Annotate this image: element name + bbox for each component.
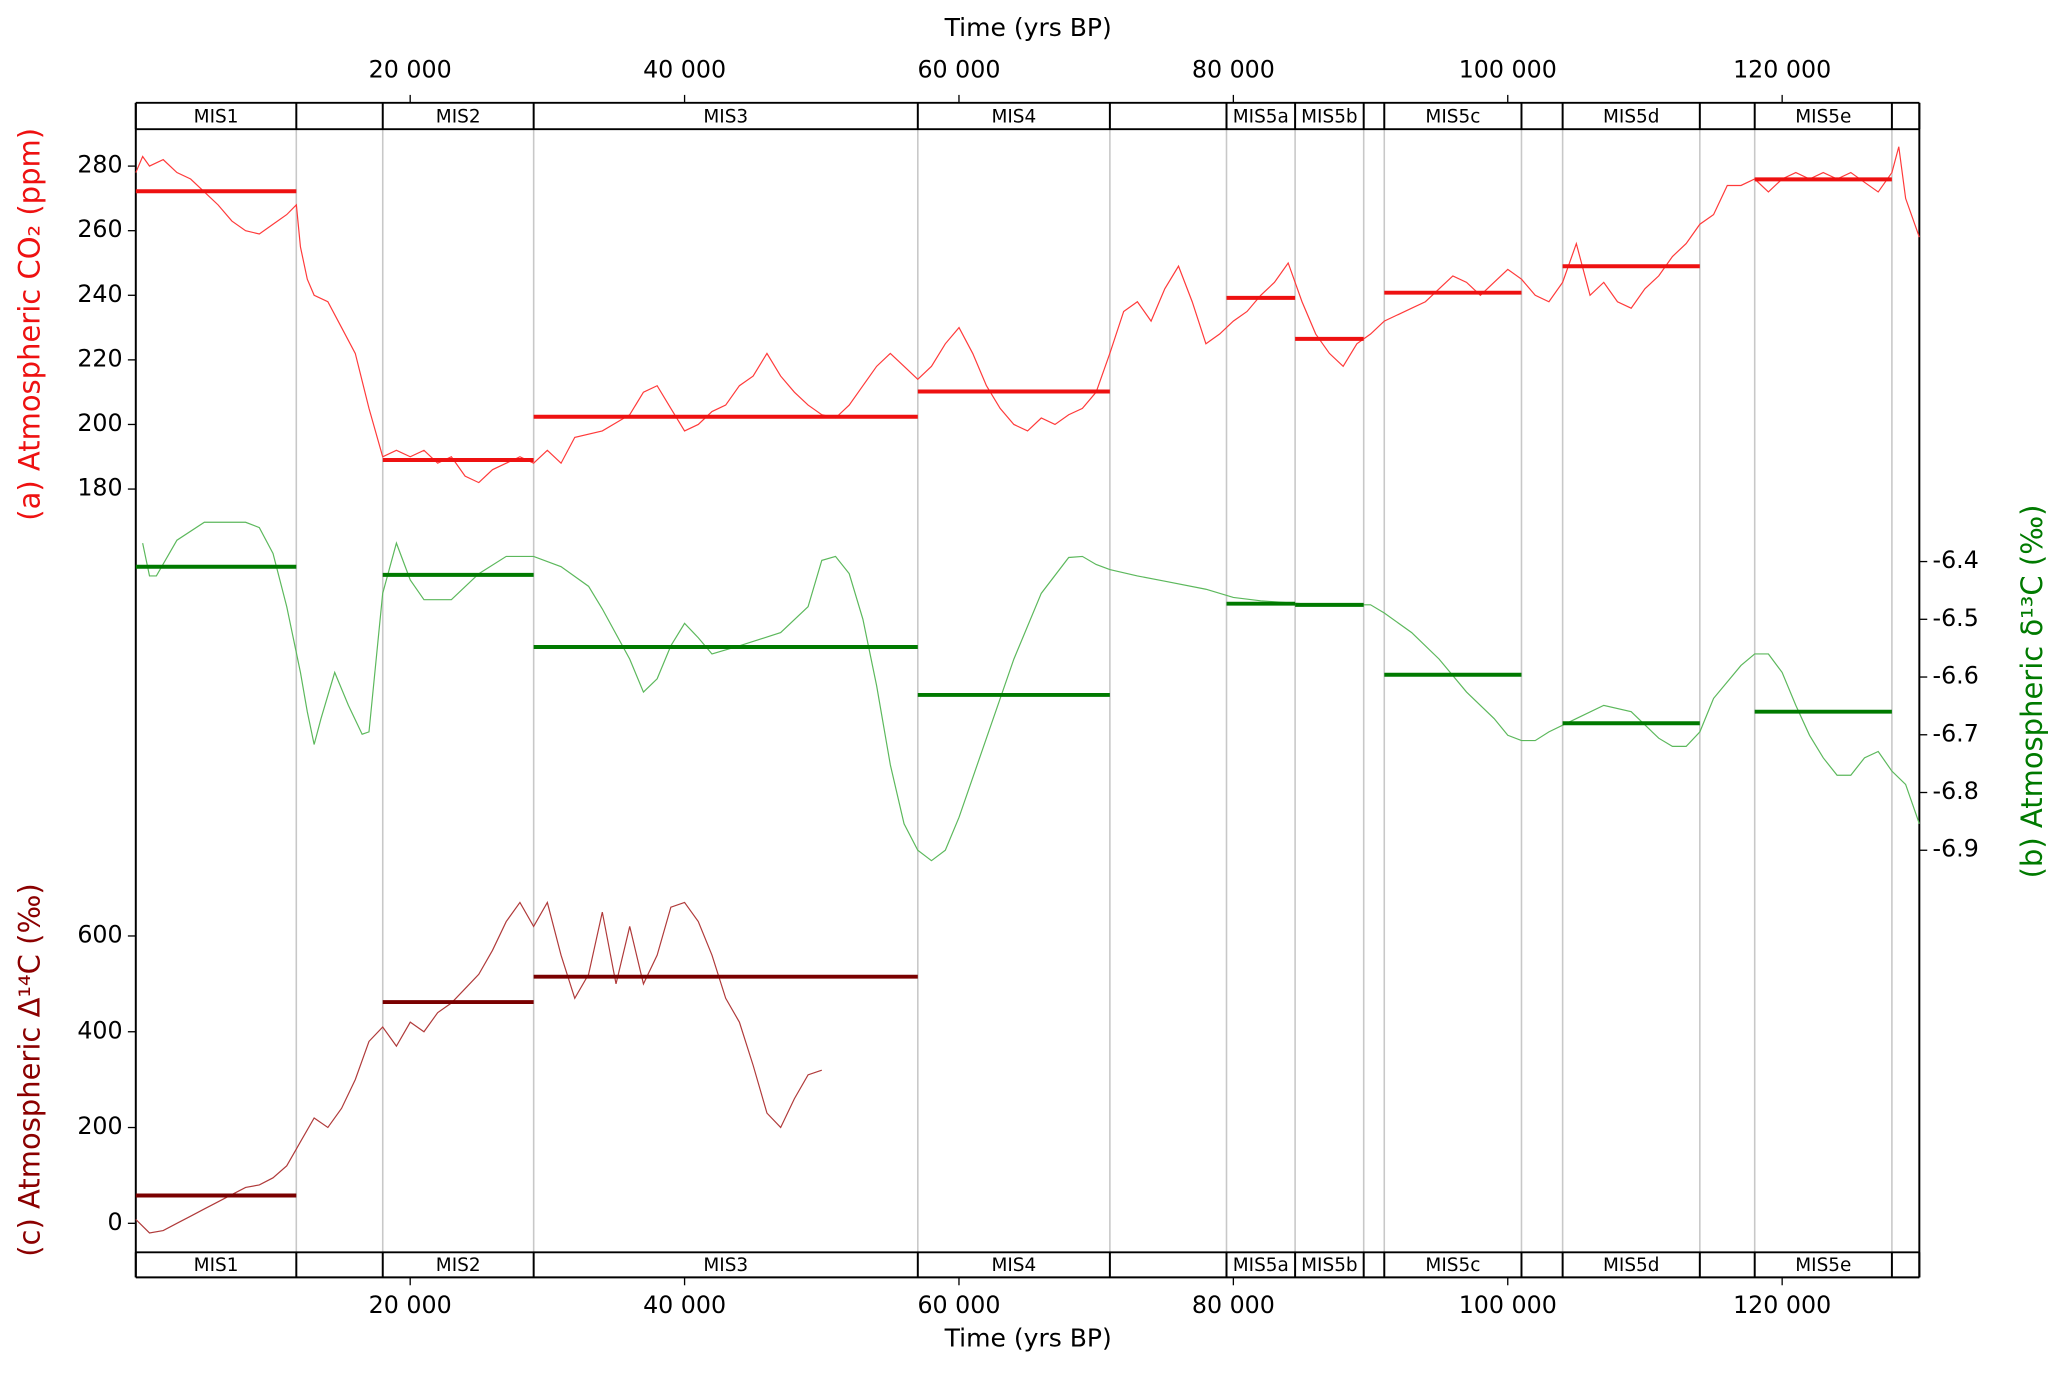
x-tick-label: 40 000 <box>643 1291 726 1319</box>
x-tick-label: 60 000 <box>917 1291 1000 1319</box>
y-tick-label: -6.9 <box>1933 835 1979 863</box>
x-tick-label: 100 000 <box>1459 1291 1557 1319</box>
y-tick-label: 600 <box>77 920 122 948</box>
stage-label: MIS2 <box>436 1255 481 1276</box>
x-tick-label: 80 000 <box>1192 1291 1275 1319</box>
stage-label: MIS3 <box>703 1255 748 1276</box>
stage-label: MIS2 <box>436 106 481 127</box>
data-line <box>142 521 1920 862</box>
stage-label: MIS4 <box>991 1255 1036 1276</box>
y-tick-label: 0 <box>108 1208 123 1236</box>
y-tick-label: 180 <box>77 474 122 502</box>
data-line <box>135 146 1920 484</box>
stage-label: MIS3 <box>703 106 748 127</box>
y-tick-label: -6.7 <box>1933 719 1979 747</box>
y-axis-label: (b) Atmospheric δ¹³C (‰) <box>2015 505 2049 879</box>
y-tick-label: -6.8 <box>1933 777 1979 805</box>
stage-label: MIS5d <box>1603 106 1659 127</box>
stage-label: MIS1 <box>194 1255 239 1276</box>
x-tick-label: 120 000 <box>1733 1291 1831 1319</box>
x-tick-label: 120 000 <box>1733 56 1831 84</box>
data-line <box>135 900 822 1234</box>
y-tick-label: 200 <box>77 409 122 437</box>
stage-label: MIS5b <box>1301 1255 1357 1276</box>
x-tick-label: 20 000 <box>369 56 452 84</box>
stage-label: MIS5a <box>1233 1255 1289 1276</box>
y-tick-label: -6.6 <box>1933 662 1979 690</box>
stage-label: MIS4 <box>991 106 1036 127</box>
stage-label: MIS5c <box>1425 106 1480 127</box>
stage-label: MIS5d <box>1603 1255 1659 1276</box>
y-tick-label: -6.4 <box>1933 546 1979 574</box>
stage-label: MIS5e <box>1795 1255 1851 1276</box>
stage-label: MIS5a <box>1233 106 1289 127</box>
stage-label: MIS5c <box>1425 1255 1480 1276</box>
y-axis-label: (c) Atmospheric Δ¹⁴C (‰) <box>13 883 47 1256</box>
x-tick-label: 40 000 <box>643 56 726 84</box>
bottom-x-axis-label: Time (yrs BP) <box>944 1323 1112 1352</box>
y-tick-label: 280 <box>77 151 122 179</box>
x-tick-label: 60 000 <box>917 56 1000 84</box>
y-tick-label: 400 <box>77 1016 122 1044</box>
y-tick-label: -6.5 <box>1933 604 1979 632</box>
y-tick-label: 200 <box>77 1112 122 1140</box>
x-tick-label: 80 000 <box>1192 56 1275 84</box>
y-tick-label: 260 <box>77 215 122 243</box>
stage-label: MIS5e <box>1795 106 1851 127</box>
y-axis-label: (a) Atmospheric CO₂ (ppm) <box>13 128 47 521</box>
stage-label: MIS5b <box>1301 106 1357 127</box>
y-tick-label: 220 <box>77 344 122 372</box>
x-tick-label: 100 000 <box>1459 56 1557 84</box>
stage-label: MIS1 <box>194 106 239 127</box>
y-tick-label: 240 <box>77 280 122 308</box>
x-tick-label: 20 000 <box>369 1291 452 1319</box>
top-x-axis-label: Time (yrs BP) <box>944 13 1112 42</box>
